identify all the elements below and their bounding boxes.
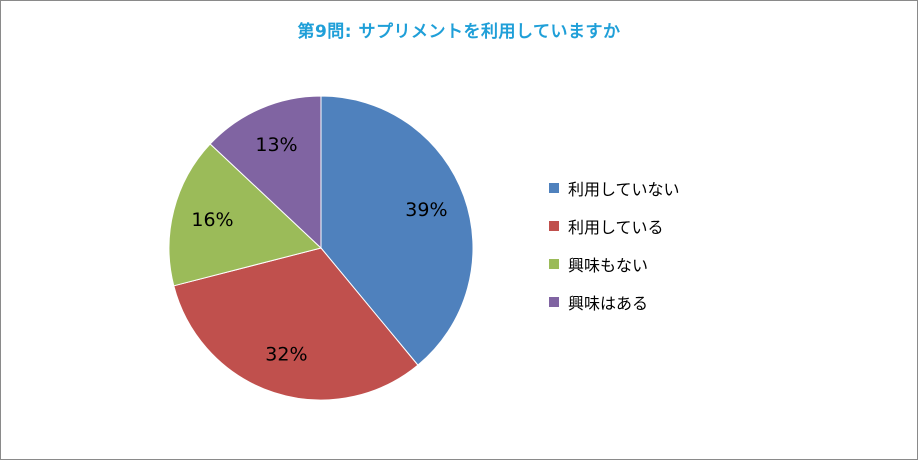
pie-slice-using xyxy=(173,247,419,401)
chart-legend: 利用していない 利用している 興味もない 興味はある xyxy=(549,169,680,321)
legend-item: 興味はある xyxy=(549,283,680,321)
data-label-not-using: 39% xyxy=(405,199,447,221)
legend-label: 利用している xyxy=(568,218,664,237)
data-label-using: 32% xyxy=(265,344,307,366)
legend-label: 興味はある xyxy=(568,294,649,313)
data-label-interested: 13% xyxy=(255,134,297,156)
legend-swatch xyxy=(549,259,559,269)
legend-swatch xyxy=(549,297,559,307)
legend-label: 利用していない xyxy=(568,180,680,199)
pie-slice-not-using xyxy=(320,95,474,366)
legend-item: 興味もない xyxy=(549,245,680,283)
legend-swatch xyxy=(549,183,559,193)
chart-title: 第9問: サプリメントを利用していますか xyxy=(297,22,621,42)
legend-swatch xyxy=(549,221,559,231)
pie-slice-no-interest xyxy=(168,143,323,287)
legend-item: 利用していない xyxy=(549,169,680,207)
data-label-no-interest: 16% xyxy=(191,209,233,231)
pie-slice-interested xyxy=(209,95,322,250)
legend-label: 興味もない xyxy=(568,256,649,275)
legend-item: 利用している xyxy=(549,207,680,245)
